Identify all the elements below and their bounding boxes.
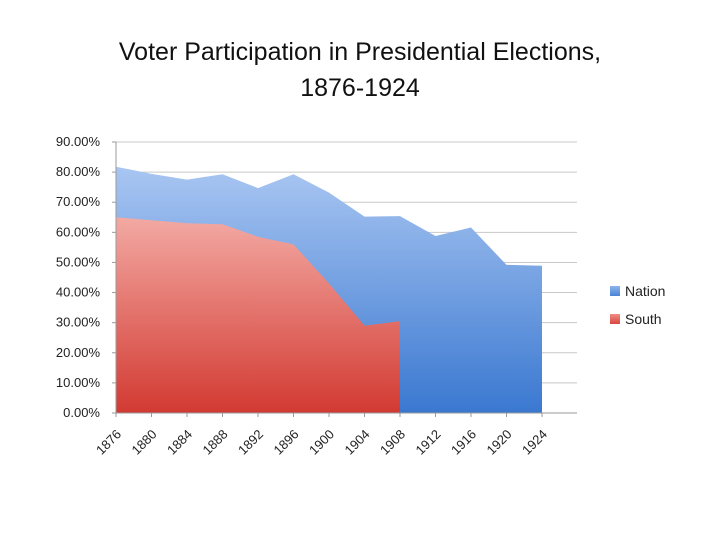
y-tick-label: 40.00%: [56, 285, 101, 300]
x-tick-label: 1904: [342, 427, 373, 458]
y-tick-label: 50.00%: [56, 254, 101, 269]
y-tick-label: 90.00%: [56, 134, 101, 149]
y-tick-label: 0.00%: [63, 405, 100, 420]
y-tick-label: 70.00%: [56, 194, 101, 209]
x-tick-label: 1892: [235, 427, 266, 458]
x-tick-label: 1912: [413, 427, 444, 458]
x-axis-ticks: 1876 1880 1884 1888 1892 1896 1900 1904 1908 1912…: [93, 427, 550, 458]
x-tick-label: 1908: [377, 427, 408, 458]
plot-areas: [116, 167, 542, 413]
legend-swatch-south: [610, 314, 620, 324]
y-axis-ticks: 0.00% 10.00% 20.00% 30.00% 40.00% 50.00% 60.00…: [56, 134, 101, 420]
x-tick-label: 1920: [484, 427, 515, 458]
legend: Nation South: [610, 283, 665, 327]
x-tick-label: 1884: [164, 427, 195, 458]
y-tick-label: 30.00%: [56, 315, 101, 330]
legend-label-south: South: [625, 311, 662, 327]
x-tick-label: 1900: [306, 427, 337, 458]
x-tick-label: 1880: [129, 427, 160, 458]
legend-label-nation: Nation: [625, 283, 665, 299]
legend-swatch-nation: [610, 286, 620, 296]
y-tick-label: 80.00%: [56, 164, 101, 179]
y-tick-label: 60.00%: [56, 224, 101, 239]
x-tick-label: 1916: [448, 427, 479, 458]
area-chart: 0.00% 10.00% 20.00% 30.00% 40.00% 50.00% 60.00…: [0, 0, 720, 540]
y-tick-label: 10.00%: [56, 375, 101, 390]
y-tick-label: 20.00%: [56, 345, 101, 360]
x-tick-label: 1876: [93, 427, 124, 458]
x-tick-label: 1924: [519, 427, 550, 458]
x-tick-label: 1888: [200, 427, 231, 458]
x-tick-label: 1896: [271, 427, 302, 458]
